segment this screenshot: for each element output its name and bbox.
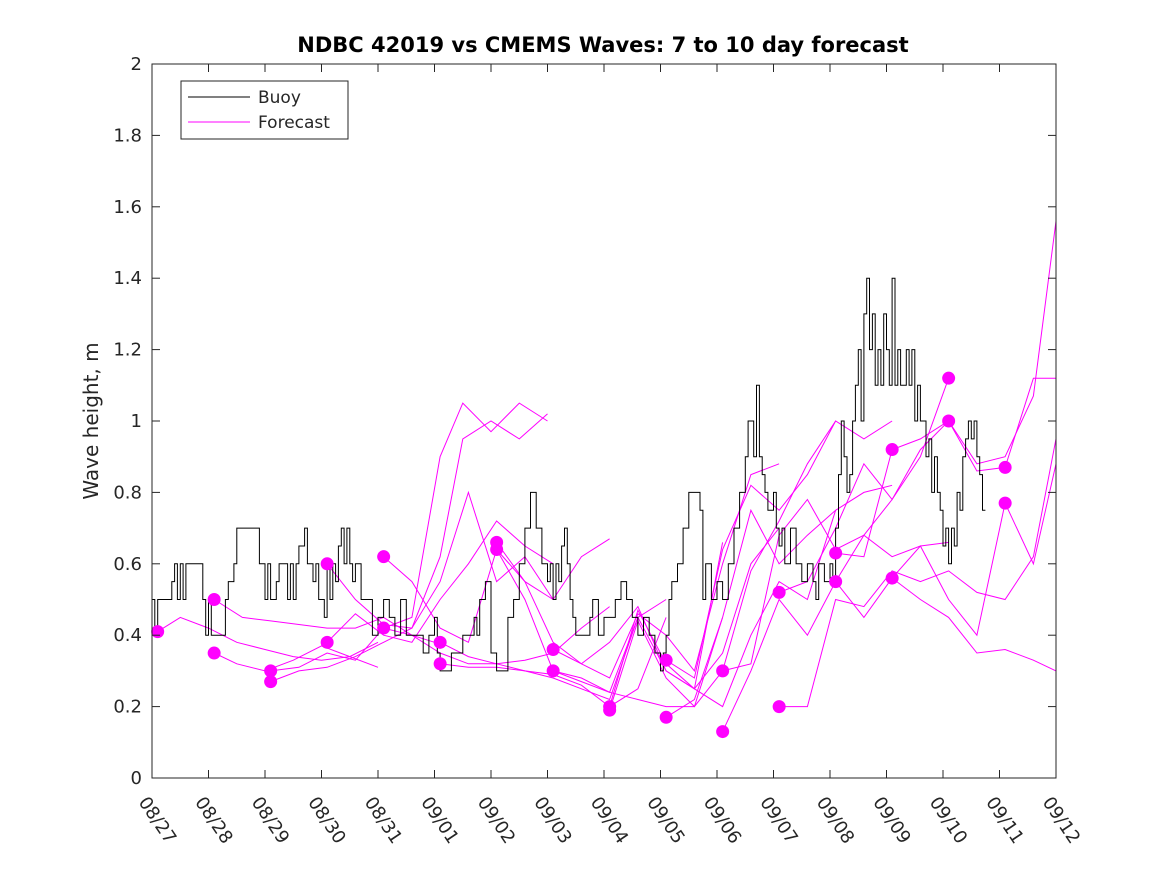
buoy-line [152, 277, 986, 672]
legend-label-buoy: Buoy [258, 88, 301, 108]
y-tick-label: 0.2 [113, 697, 142, 718]
x-tick-label: 09/07 [755, 793, 801, 848]
forecast-marker [829, 575, 843, 589]
forecast-marker [377, 550, 391, 564]
forecast-marker [490, 543, 504, 557]
forecast-markers [151, 371, 1012, 739]
legend: Buoy Forecast [180, 80, 349, 140]
forecast-line [213, 599, 435, 643]
forecast-marker [885, 571, 899, 585]
x-tick-label: 09/12 [1038, 793, 1084, 848]
legend-box [180, 80, 349, 140]
y-axis-label: Wave height, m [79, 342, 103, 499]
forecast-marker [659, 710, 673, 724]
forecast-marker [320, 635, 334, 649]
forecast-marker [433, 635, 447, 649]
x-tick-label: 09/01 [416, 793, 462, 848]
forecast-marker [433, 657, 447, 671]
x-tick-label: 09/03 [529, 793, 575, 848]
forecast-marker [603, 700, 617, 714]
y-tick-label: 1 [131, 411, 142, 432]
forecast-line [665, 484, 893, 718]
x-tick-label: 09/09 [868, 793, 914, 848]
x-tick-label: 08/30 [303, 793, 349, 848]
forecast-marker [546, 642, 560, 656]
forecast-marker [772, 585, 786, 599]
forecast-line [552, 527, 780, 693]
forecast-marker [151, 625, 165, 639]
forecast-marker [659, 653, 673, 667]
forecast-line [496, 549, 724, 708]
y-tick-label: 0.8 [113, 482, 142, 503]
y-tick-label: 0 [131, 768, 142, 789]
x-tick-label: 09/02 [473, 793, 519, 848]
forecast-line [439, 599, 667, 701]
forecast-line [779, 438, 1056, 708]
legend-label-forecast: Forecast [258, 113, 330, 133]
forecast-marker [829, 546, 843, 560]
buoy-layer [152, 277, 986, 672]
x-tick-label: 08/31 [360, 793, 406, 848]
forecast-line [213, 645, 379, 672]
forecast-marker [320, 557, 334, 571]
x-tick-label: 08/29 [247, 793, 293, 848]
plot-area [151, 221, 1056, 739]
y-tick-label: 1.4 [113, 268, 142, 289]
x-tick-label: 09/11 [981, 793, 1027, 848]
forecast-marker [998, 460, 1012, 474]
forecast-marker [546, 664, 560, 678]
x-tick-label: 09/08 [812, 793, 858, 848]
y-tick-label: 1.2 [113, 340, 142, 361]
x-tick-label: 09/10 [925, 793, 971, 848]
forecast-line [270, 402, 548, 672]
forecast-marker [942, 371, 956, 385]
forecast-line [665, 420, 893, 679]
forecast-line [835, 463, 1056, 637]
x-tick-label: 08/28 [190, 793, 236, 848]
forecast-marker [772, 700, 786, 714]
forecast-line [326, 520, 554, 643]
x-tick-label: 08/27 [134, 793, 180, 848]
y-tick-label: 1.8 [113, 125, 142, 146]
x-tick-label: 09/06 [699, 793, 745, 848]
forecast-line [326, 490, 554, 629]
forecast-marker [942, 414, 956, 428]
forecast-marker [716, 725, 730, 739]
x-tick-label: 09/05 [642, 793, 688, 848]
forecast-line [609, 510, 837, 708]
y-tick-label: 2 [131, 54, 142, 75]
forecast-marker [207, 593, 221, 606]
x-tick-label: 09/04 [586, 793, 632, 848]
forecast-marker [885, 443, 899, 457]
forecast-marker [207, 646, 221, 660]
forecast-marker [264, 675, 278, 689]
y-tick-label: 0.6 [113, 554, 142, 575]
forecast-line [891, 577, 1056, 672]
forecast-marker [716, 664, 730, 678]
y-axis: 0 0.2 0.4 0.6 0.8 1 1.2 1.4 1.6 1.8 2 [113, 54, 1056, 789]
y-tick-label: 1.6 [113, 197, 142, 218]
forecast-marker [998, 496, 1012, 510]
forecast-marker [377, 621, 391, 635]
forecast-marker [264, 664, 278, 678]
forecast-lines [157, 221, 1056, 732]
forecast-line [157, 616, 379, 661]
chart-title: NDBC 42019 vs CMEMS Waves: 7 to 10 day f… [297, 33, 908, 57]
y-tick-label: 0.4 [113, 625, 142, 646]
x-axis: 08/27 08/28 08/29 08/30 08/31 09/01 09/02 09/03… [134, 64, 1084, 848]
